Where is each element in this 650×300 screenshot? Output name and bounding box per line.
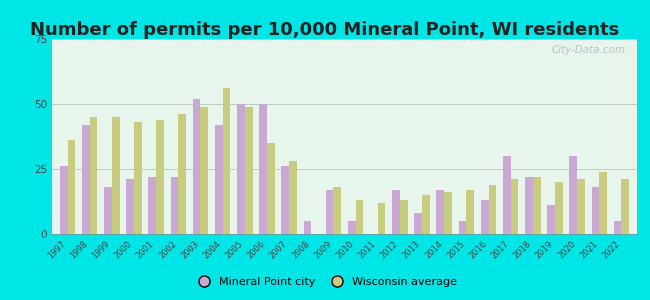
Bar: [289, 161, 297, 234]
Bar: [459, 221, 467, 234]
Bar: [356, 200, 363, 234]
Bar: [378, 203, 385, 234]
Bar: [547, 206, 555, 234]
Bar: [511, 179, 519, 234]
Bar: [112, 117, 120, 234]
Bar: [60, 167, 68, 234]
Bar: [200, 106, 208, 234]
Bar: [148, 177, 156, 234]
Bar: [237, 104, 245, 234]
Bar: [592, 187, 599, 234]
Bar: [525, 177, 533, 234]
Bar: [414, 213, 422, 234]
Bar: [392, 190, 400, 234]
Text: Number of permits per 10,000 Mineral Point, WI residents: Number of permits per 10,000 Mineral Poi…: [31, 21, 619, 39]
Bar: [489, 184, 497, 234]
Bar: [245, 106, 253, 234]
Bar: [481, 200, 489, 234]
Bar: [348, 221, 356, 234]
Bar: [259, 104, 267, 234]
Bar: [503, 156, 511, 234]
Bar: [533, 177, 541, 234]
Bar: [436, 190, 444, 234]
Bar: [126, 179, 134, 234]
Bar: [68, 140, 75, 234]
Bar: [577, 179, 585, 234]
Bar: [215, 125, 222, 234]
Bar: [614, 221, 621, 234]
Bar: [304, 221, 311, 234]
Bar: [621, 179, 629, 234]
Bar: [444, 192, 452, 234]
Bar: [267, 143, 275, 234]
Bar: [90, 117, 97, 234]
Bar: [82, 125, 90, 234]
Bar: [422, 195, 430, 234]
Bar: [178, 114, 186, 234]
Bar: [467, 190, 474, 234]
Bar: [222, 88, 230, 234]
Bar: [281, 167, 289, 234]
Bar: [569, 156, 577, 234]
Bar: [134, 122, 142, 234]
Text: City-Data.com: City-Data.com: [551, 45, 625, 55]
Legend: Mineral Point city, Wisconsin average: Mineral Point city, Wisconsin average: [188, 273, 462, 291]
Bar: [156, 120, 164, 234]
Bar: [326, 190, 333, 234]
Bar: [192, 99, 200, 234]
Bar: [170, 177, 178, 234]
Bar: [333, 187, 341, 234]
Bar: [599, 172, 607, 234]
Bar: [555, 182, 563, 234]
Bar: [104, 187, 112, 234]
Bar: [400, 200, 408, 234]
